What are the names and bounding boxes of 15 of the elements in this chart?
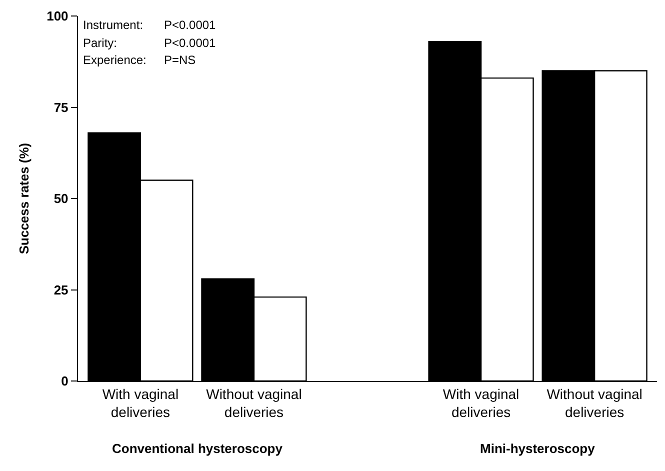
y-tick-label: 50 xyxy=(54,191,68,206)
y-tick-label: 0 xyxy=(61,374,68,389)
y-axis-title: Success rates (%) xyxy=(16,142,32,254)
y-tick-label: 25 xyxy=(54,282,68,298)
text: Mini-hysteroscopy xyxy=(480,441,596,456)
y-tick-label: 75 xyxy=(54,100,68,115)
text: Parity: P<0.0001 xyxy=(83,36,216,50)
y-tick-label: 100 xyxy=(46,8,68,24)
x-tick-label: With vaginal deliveries xyxy=(102,386,179,420)
text: Experience: P=NS xyxy=(83,53,196,67)
x-tick-label: Without vaginal deliveries xyxy=(206,386,302,420)
text: Conventional hysteroscopy xyxy=(112,441,284,456)
x-tick-label: With vaginal deliveries xyxy=(442,386,520,420)
text: Instrument: P<0.0001 xyxy=(83,18,216,32)
x-tick-label: Without vaginal deliveries xyxy=(546,386,642,420)
